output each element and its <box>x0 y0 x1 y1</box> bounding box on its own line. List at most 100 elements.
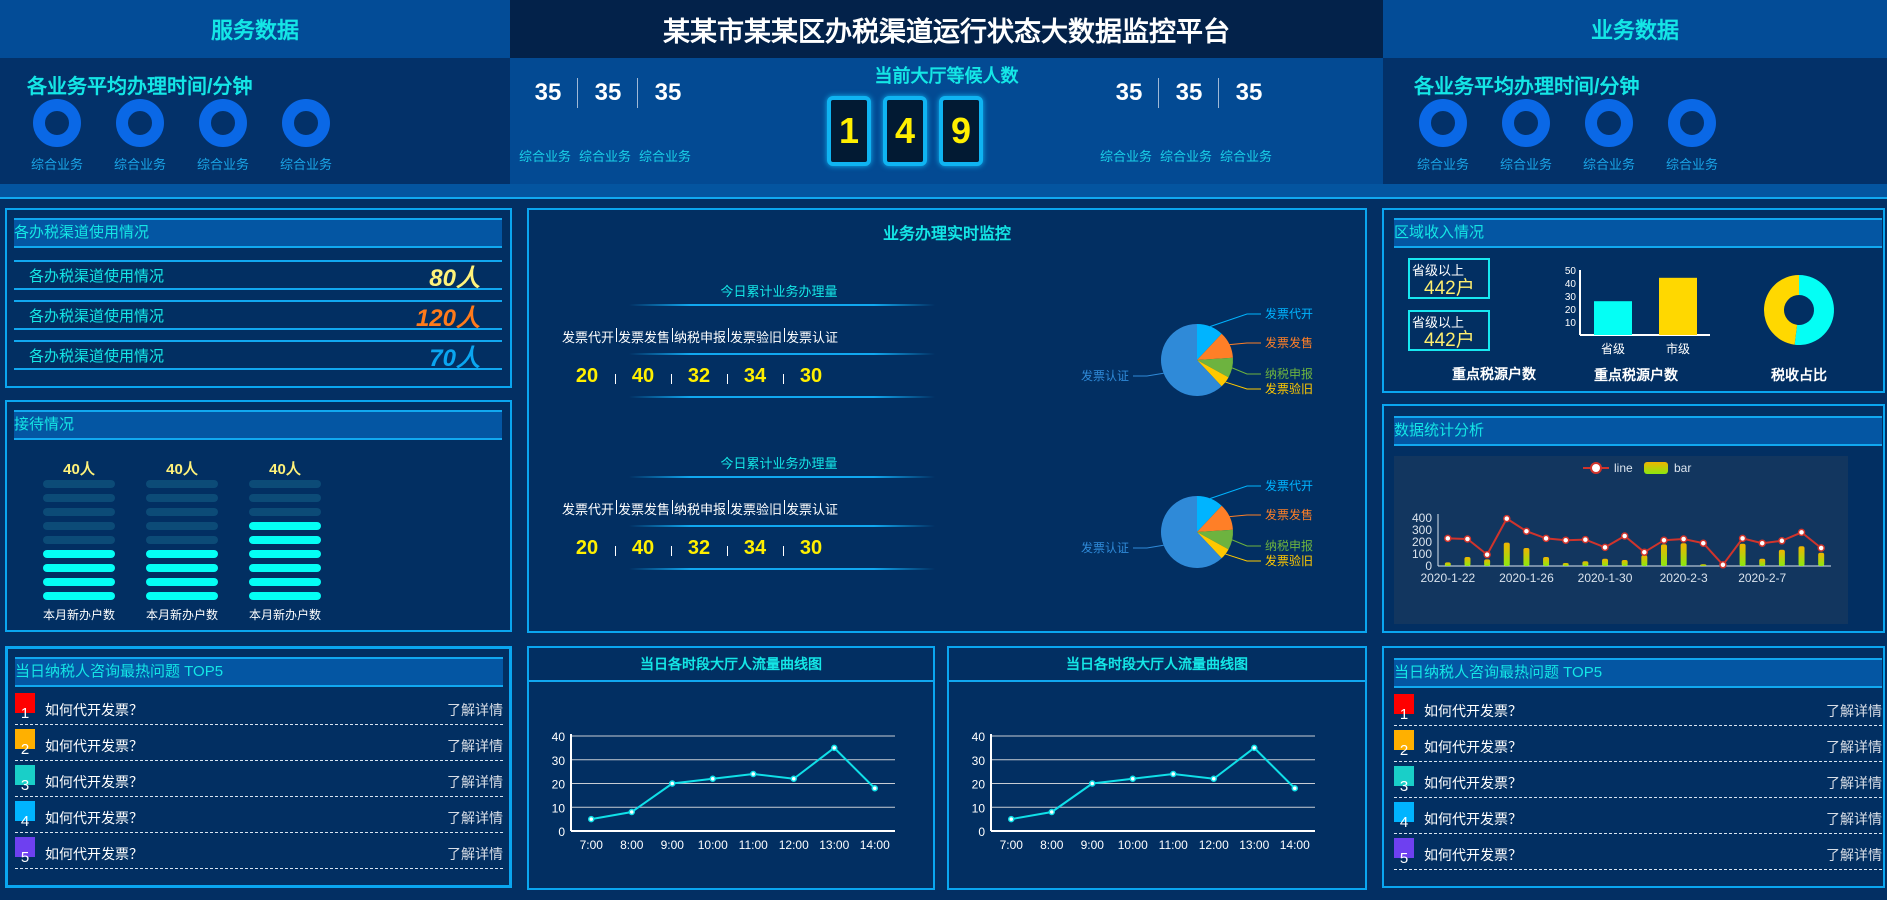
pie-slice <box>1197 496 1222 532</box>
flow-point <box>588 815 595 823</box>
details-link[interactable]: 了解详情 <box>1826 703 1882 719</box>
line-point <box>1778 537 1786 545</box>
avg-time-right-panel: 各业务平均办理时间/分钟 综合业务 综合业务 综合业务 综合业务 <box>1383 58 1887 184</box>
flow-chart-2-panel: 当日各时段大厅人流量曲线图 0 10 20 30 40 7:00 8:00 9:00 10:00… <box>947 646 1367 890</box>
ring-icon <box>282 99 330 147</box>
flow-point <box>1251 744 1258 752</box>
level-segment <box>43 536 115 544</box>
ring-icon <box>199 99 247 147</box>
legend-line-label: line <box>1614 461 1633 475</box>
pie-label: 发票代开 <box>1265 478 1313 493</box>
flow-line <box>1011 746 1296 821</box>
separator <box>615 546 616 556</box>
level-segment <box>146 550 218 558</box>
line-point <box>1660 536 1668 544</box>
waiting-count: 35 <box>534 79 562 106</box>
top5-item[interactable]: 5 如何代开发票？ 了解详情 <box>15 833 503 869</box>
line-point <box>1444 534 1452 543</box>
level-segment <box>43 578 115 586</box>
top5-item[interactable]: 3 如何代开发票？ 了解详情 <box>1394 762 1882 798</box>
x-tick-label: 8:00 <box>1040 838 1064 852</box>
question-text: 如何代开发票？ <box>1424 739 1522 755</box>
waiting-label: 综合业务 <box>519 149 572 164</box>
details-link[interactable]: 了解详情 <box>1826 847 1882 863</box>
region-stat-box: 省级以上 442户 <box>1408 258 1490 299</box>
label-leader <box>1210 485 1261 500</box>
block-title: 今日累计业务办理量 <box>720 456 838 471</box>
channels-panel: 各办税渠道使用情况 各办税渠道使用情况 80人 各办税渠道使用情况 120人 各办税渠道… <box>5 208 512 388</box>
flow-point <box>628 808 635 816</box>
details-link[interactable]: 了解详情 <box>1826 739 1882 755</box>
business-label: 发票认证 <box>786 502 839 517</box>
label-leader <box>1231 539 1261 547</box>
region-stat-box: 省级以上 442户 <box>1408 310 1490 351</box>
details-link[interactable]: 了解详情 <box>447 738 503 754</box>
flow-point <box>1170 770 1177 778</box>
top5-item[interactable]: 5 如何代开发票？ 了解详情 <box>1394 834 1882 870</box>
page-title-bar: 某某市某某区办税渠道运行状态大数据监控平台 <box>510 0 1383 58</box>
x-tick-label: 12:00 <box>779 838 809 852</box>
flow-line <box>591 746 876 821</box>
bar <box>1582 561 1589 566</box>
region-stat-value: 442户 <box>1424 278 1475 299</box>
rank-badge <box>1394 694 1414 714</box>
business-value: 40 <box>631 537 655 559</box>
pie-label: 发票代开 <box>1265 306 1313 321</box>
flow-point <box>831 744 838 752</box>
bar <box>1444 562 1451 566</box>
top5-item[interactable]: 3 如何代开发票？ 了解详情 <box>15 761 503 797</box>
flow-point <box>1048 808 1055 816</box>
level-segment <box>146 480 218 488</box>
rank-number: 3 <box>20 777 30 794</box>
y-tick-label: 40 <box>972 730 986 744</box>
ring-icon <box>1668 99 1716 147</box>
pie-label: 发票认证 <box>1081 368 1129 383</box>
details-link[interactable]: 了解详情 <box>447 846 503 862</box>
bar <box>1680 543 1687 566</box>
top5-item[interactable]: 2 如何代开发票？ 了解详情 <box>1394 726 1882 762</box>
top5-item[interactable]: 1 如何代开发票？ 了解详情 <box>1394 690 1882 726</box>
level-segment <box>43 494 115 502</box>
details-link[interactable]: 了解详情 <box>1826 811 1882 827</box>
top5-item[interactable]: 4 如何代开发票？ 了解详情 <box>15 797 503 833</box>
rank-number: 3 <box>1399 778 1409 795</box>
level-segment <box>146 578 218 586</box>
details-link[interactable]: 了解详情 <box>1826 775 1882 791</box>
y-tick-label: 0 <box>558 825 565 839</box>
details-link[interactable]: 了解详情 <box>447 774 503 790</box>
top5-header: 当日纳税人咨询最热问题 TOP5 <box>1394 658 1882 688</box>
separator <box>727 546 728 556</box>
monitor-panel: 业务办理实时监控 今日累计业务办理量 发票代开 发票发售 纳税申报 发票验旧 发票认证 20… <box>527 208 1367 633</box>
divider-line <box>629 525 935 527</box>
x-tick-label: 2020-1-26 <box>1499 571 1554 585</box>
channel-label: 各办税渠道使用情况 <box>29 347 165 365</box>
line-point <box>1699 539 1708 547</box>
bar <box>1523 548 1530 566</box>
waiting-label: 综合业务 <box>639 149 692 164</box>
flow-point <box>669 780 676 787</box>
bar <box>1621 560 1628 566</box>
pie-slice <box>1197 532 1229 559</box>
left-section-header: 服务数据 <box>0 0 510 58</box>
y-tick-label: 0 <box>978 825 985 839</box>
y-tick-label: 20 <box>552 778 566 792</box>
line-point <box>1503 514 1511 523</box>
business-value: 34 <box>743 537 767 559</box>
top5-item[interactable]: 2 如何代开发票？ 了解详情 <box>15 725 503 761</box>
y-tick-label: 10 <box>552 801 566 815</box>
level-segment <box>249 536 321 544</box>
details-link[interactable]: 了解详情 <box>447 810 503 826</box>
separator <box>784 500 785 514</box>
ring-label: 综合业务 <box>279 157 332 172</box>
flow-point <box>1210 775 1217 782</box>
top5-item[interactable]: 1 如何代开发票？ 了解详情 <box>15 689 503 725</box>
business-label: 发票验旧 <box>730 330 783 345</box>
pie-slice <box>1197 505 1233 532</box>
x-tick-label: 省级 <box>1601 342 1625 356</box>
top5-item[interactable]: 4 如何代开发票？ 了解详情 <box>1394 798 1882 834</box>
details-link[interactable]: 了解详情 <box>447 702 503 718</box>
flow-point <box>1089 780 1096 787</box>
block-title: 今日累计业务办理量 <box>720 284 838 299</box>
y-tick-label: 50 <box>1565 266 1577 277</box>
x-tick-label: 2020-1-30 <box>1578 571 1633 585</box>
